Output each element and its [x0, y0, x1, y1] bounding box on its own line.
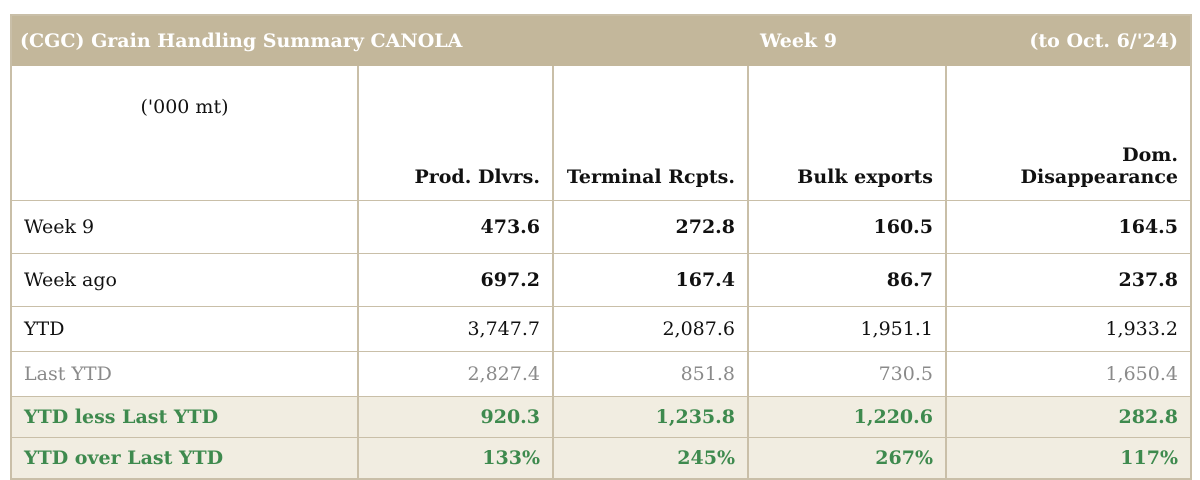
- table-row: YTD less Last YTD 920.3 1,235.8 1,220.6 …: [12, 396, 1190, 438]
- cell-value: 237.8: [946, 253, 1190, 307]
- date-range: (to Oct. 6/'24): [946, 16, 1190, 66]
- cell-value: 920.3: [358, 396, 554, 438]
- cell-value: 697.2: [358, 253, 554, 307]
- cell-value: 267%: [748, 437, 947, 478]
- cell-value: 1,650.4: [946, 351, 1190, 397]
- cell-value: 272.8: [553, 200, 749, 254]
- row-label: YTD over Last YTD: [12, 437, 359, 478]
- cell-value: 730.5: [748, 351, 947, 397]
- column-header: Bulk exports: [748, 66, 947, 201]
- row-label: Week ago: [12, 253, 359, 307]
- cell-value: 2,827.4: [358, 351, 554, 397]
- cell-value: 2,087.6: [553, 306, 749, 352]
- cell-value: 282.8: [946, 396, 1190, 438]
- unit-label: ('000 mt): [12, 66, 359, 201]
- table-row: Week ago 697.2 167.4 86.7 237.8: [12, 253, 1190, 307]
- title-band: (CGC) Grain Handling Summary CANOLA Week…: [12, 16, 1190, 66]
- cell-value: 160.5: [748, 200, 947, 254]
- cell-value: 117%: [946, 437, 1190, 478]
- table-row: Last YTD 2,827.4 851.8 730.5 1,650.4: [12, 351, 1190, 397]
- cell-value: 851.8: [553, 351, 749, 397]
- table-title: (CGC) Grain Handling Summary CANOLA: [12, 16, 553, 66]
- cell-value: 133%: [358, 437, 554, 478]
- summary-table: (CGC) Grain Handling Summary CANOLA Week…: [12, 16, 1190, 478]
- column-header: Prod. Dlvrs.: [358, 66, 554, 201]
- column-header-row: ('000 mt) Prod. Dlvrs. Terminal Rcpts. B…: [12, 66, 1190, 201]
- cell-value: 245%: [553, 437, 749, 478]
- row-label: YTD less Last YTD: [12, 396, 359, 438]
- table-row: YTD over Last YTD 133% 245% 267% 117%: [12, 437, 1190, 478]
- table-row: Week 9 473.6 272.8 160.5 164.5: [12, 200, 1190, 254]
- cell-value: 167.4: [553, 253, 749, 307]
- cell-value: 164.5: [946, 200, 1190, 254]
- cell-value: 1,933.2: [946, 306, 1190, 352]
- row-label: Last YTD: [12, 351, 359, 397]
- column-header: Dom. Disappearance: [1020, 144, 1178, 188]
- cell-value: 1,951.1: [748, 306, 947, 352]
- column-header: Terminal Rcpts.: [553, 66, 749, 201]
- grain-handling-summary: (CGC) Grain Handling Summary CANOLA Week…: [10, 14, 1192, 480]
- row-label: Week 9: [12, 200, 359, 254]
- cell-value: 1,220.6: [748, 396, 947, 438]
- cell-value: 473.6: [358, 200, 554, 254]
- row-label: YTD: [12, 306, 359, 352]
- week-label: Week 9: [748, 16, 946, 66]
- cell-value: 3,747.7: [358, 306, 554, 352]
- cell-value: 1,235.8: [553, 396, 749, 438]
- table-row: YTD 3,747.7 2,087.6 1,951.1 1,933.2: [12, 306, 1190, 352]
- cell-value: 86.7: [748, 253, 947, 307]
